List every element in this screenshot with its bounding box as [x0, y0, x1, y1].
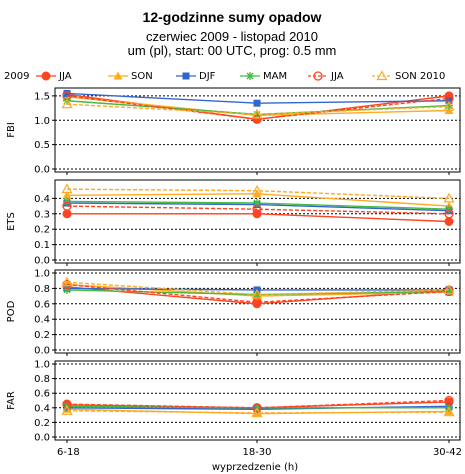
panel-ets: 0.0 0.1 0.2 0.3 0.4 ETS	[6, 179, 461, 267]
data-point	[252, 403, 262, 413]
legend-entry-1: SON	[131, 71, 153, 82]
legend-entry-3: MAM	[263, 71, 287, 82]
data-point	[252, 114, 262, 124]
series-line-4	[66, 205, 450, 215]
y-axis-label: POD	[6, 300, 17, 322]
data-point	[251, 108, 263, 119]
series-line-4	[66, 283, 450, 303]
legend-marker-4	[313, 71, 323, 81]
y-tick-label: 1.0	[34, 269, 50, 280]
data-point	[61, 404, 73, 415]
x-tick-label: 18-30	[242, 447, 271, 458]
data-point	[444, 395, 454, 406]
data-point	[445, 287, 453, 296]
legend-marker-1	[113, 71, 123, 80]
y-axis-label: FBI	[6, 122, 17, 138]
data-point	[253, 110, 261, 119]
data-point	[61, 98, 73, 109]
y-tick-label: 0.0	[34, 165, 50, 176]
x-tick-label: 30-42	[433, 447, 462, 458]
y-tick-label: 0.2	[34, 330, 50, 341]
y-tick-label: 0.6	[34, 299, 50, 310]
data-point	[62, 399, 72, 409]
data-point	[63, 89, 71, 97]
y-tick-label: 0.2	[34, 225, 50, 236]
y-tick-label: 0.1	[34, 240, 50, 251]
chart-subtitle-period: czerwiec 2009 - listopad 2010	[146, 29, 318, 44]
data-point	[62, 201, 72, 211]
data-point	[251, 407, 263, 418]
legend-entry-0: JJA	[58, 71, 72, 82]
y-tick-label: 0.4	[34, 194, 50, 205]
panel-frame	[54, 269, 461, 354]
y-tick-label: 0.4	[34, 403, 50, 414]
series-line-5	[66, 281, 450, 296]
legend-marker-2	[182, 72, 190, 80]
y-tick-label: 0.6	[34, 389, 50, 400]
data-point	[62, 190, 72, 199]
y-tick-label: 1.0	[34, 116, 50, 127]
y-axis-label: ETS	[6, 212, 17, 231]
x-tick-label: 6-18	[57, 447, 80, 458]
legend-entry-2: DJF	[199, 71, 216, 82]
y-tick-label: 0.0	[34, 256, 50, 267]
data-point	[443, 406, 455, 417]
data-point	[253, 290, 261, 299]
series-line-5	[66, 103, 450, 116]
y-tick-label: 0.4	[34, 315, 50, 326]
data-point	[63, 285, 71, 294]
data-point	[61, 183, 73, 194]
y-tick-label: 0.2	[34, 418, 50, 429]
chart-subtitle-params: um (pl), start: 00 UTC, prog: 0.5 mm	[128, 43, 337, 58]
data-point	[443, 284, 455, 295]
y-tick-label: 0.5	[34, 140, 50, 151]
y-tick-label: 0.8	[34, 284, 50, 295]
legend-marker-5	[376, 70, 388, 81]
data-point	[443, 100, 455, 111]
y-tick-label: 1.0	[34, 360, 50, 371]
data-point	[443, 192, 455, 203]
legend-marker-3	[246, 72, 254, 80]
panel-frame	[54, 360, 461, 441]
data-point	[251, 288, 263, 299]
data-point	[444, 217, 454, 226]
series-line-4	[66, 95, 450, 120]
panels: 0.00.51.01.5FBI0.00.10.20.30.4ETS0.00.20…	[6, 87, 462, 458]
y-tick-label: 0.3	[34, 209, 50, 220]
legend-marker-0	[41, 71, 51, 81]
series-line-5	[66, 410, 450, 414]
data-point	[445, 97, 453, 105]
y-axis-label: FAR	[6, 391, 17, 410]
data-point	[252, 409, 262, 418]
data-point	[444, 209, 454, 219]
chart-title: 12-godzinne sumy opadow	[143, 9, 322, 25]
panel-pod: 0.0 0.2 0.4 0.6 0.8 1.0 POD	[6, 269, 461, 357]
x-axis-label: wyprzedzenie (h)	[212, 462, 298, 473]
legend: 2009 JJA SON DJF MAM JJA SON 2010	[4, 70, 445, 82]
y-tick-label: 0.0	[34, 346, 50, 357]
data-point	[61, 276, 73, 287]
data-point	[251, 184, 263, 195]
data-point	[253, 99, 261, 107]
panel-fbi: 0.0 0.5 1.0 1.5 FBI	[6, 87, 461, 176]
y-tick-label: 1.5	[34, 91, 50, 102]
legend-prefix: 2009	[4, 71, 29, 82]
data-point	[252, 189, 262, 198]
data-point	[445, 101, 453, 110]
panel-far: 0.0 0.2 0.4 0.6 0.8 1.0 FAR	[6, 360, 461, 444]
series-line-4	[66, 399, 450, 409]
legend-entry-5: SON 2010	[395, 71, 445, 82]
data-point	[252, 204, 262, 214]
data-point	[62, 209, 72, 219]
legend-entry-4: JJA	[330, 71, 344, 82]
series-line-5	[66, 188, 450, 200]
y-tick-label: 0.0	[34, 433, 50, 444]
y-tick-label: 0.8	[34, 374, 50, 385]
data-point	[253, 199, 261, 208]
